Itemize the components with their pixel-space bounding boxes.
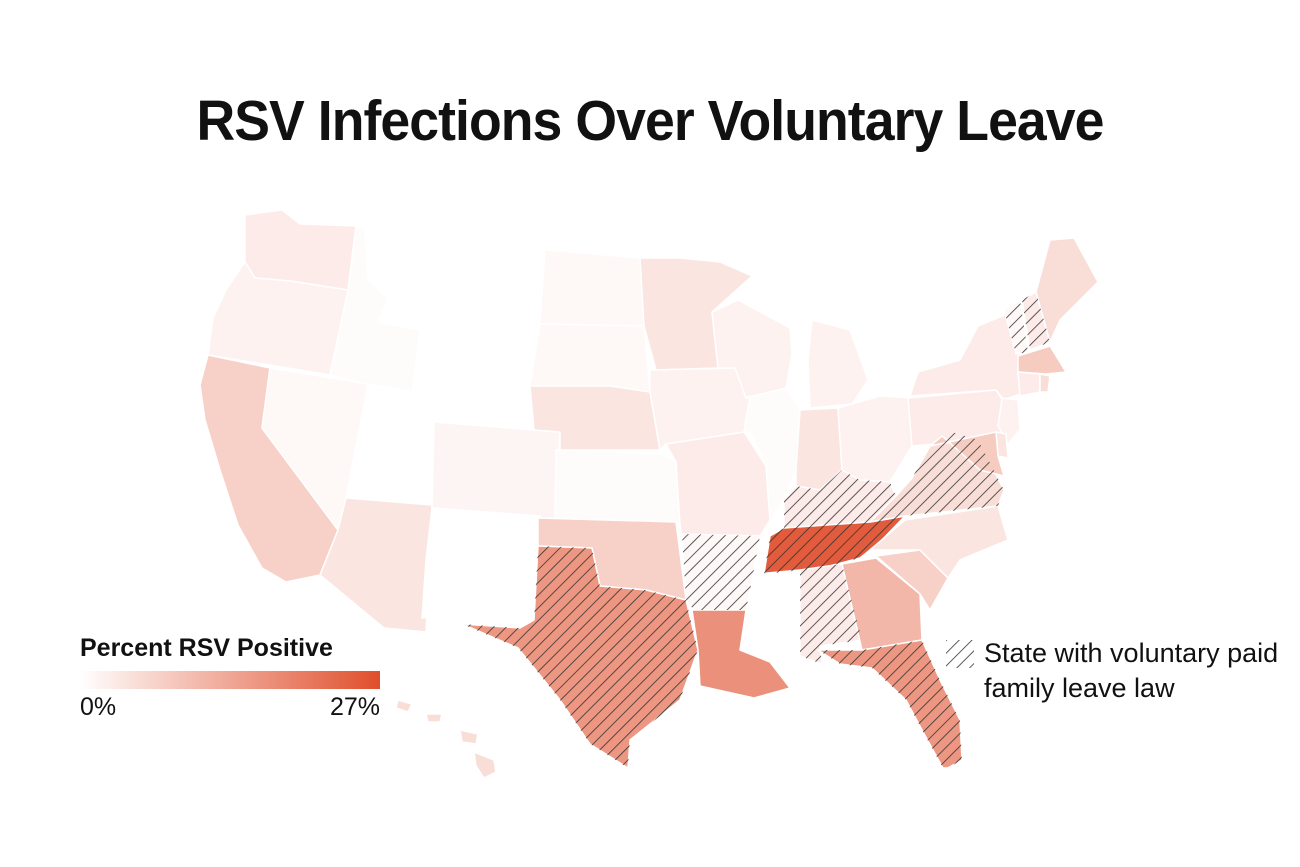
state-ct (1017, 371, 1041, 397)
state-ak (939, 767, 953, 775)
state-mi (807, 319, 869, 409)
legend-min-label: 0% (80, 693, 117, 721)
state-sd (529, 323, 651, 393)
hatch-legend-label: State with voluntary paid family leave l… (984, 638, 1279, 703)
chart-title: RSV Infections Over Voluntary Leave (196, 89, 1104, 153)
state-ri (1039, 373, 1051, 393)
state-hi (395, 699, 497, 779)
hatch-swatch-icon (946, 640, 974, 668)
state-ne (529, 385, 661, 451)
state-ks (554, 449, 681, 525)
state-mo (665, 431, 771, 537)
state-co (431, 421, 561, 521)
state-wy (411, 315, 541, 421)
legend-max-label: 27% (329, 693, 380, 721)
legend-gradient-bar (80, 671, 380, 689)
state-la (691, 609, 791, 699)
state-ms (751, 569, 801, 657)
state-mt (364, 229, 546, 325)
state-nd (539, 249, 645, 327)
legend-labels: 0% 27% (80, 693, 380, 723)
color-legend: Percent RSV Positive 0% 27% (80, 634, 380, 723)
state-nm (421, 507, 541, 621)
state-ar (681, 533, 761, 611)
state-me (1035, 237, 1099, 343)
state-ny (909, 311, 1023, 401)
state-fl (817, 639, 963, 771)
legend-title: Percent RSV Positive (80, 634, 333, 662)
